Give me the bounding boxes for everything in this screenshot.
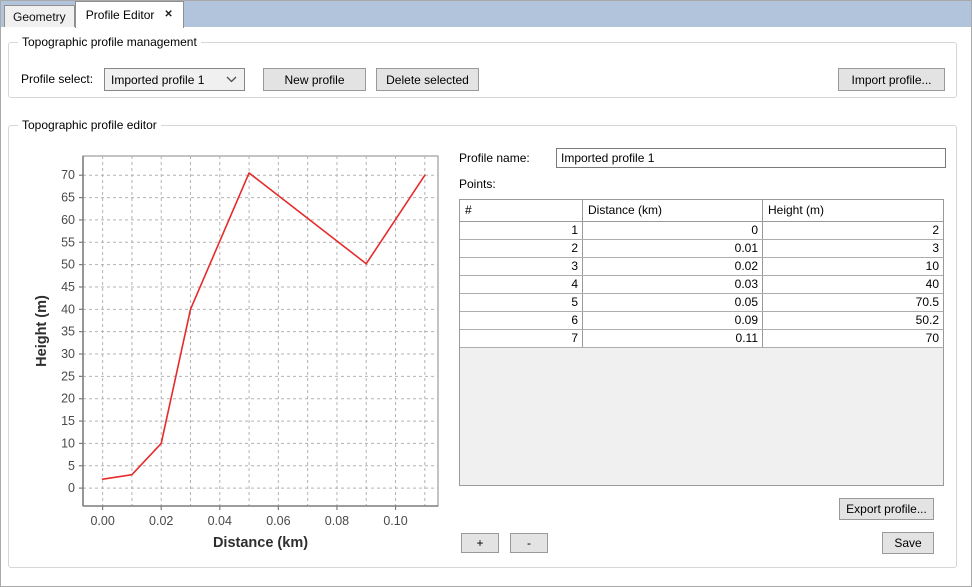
svg-text:65: 65 <box>61 191 75 205</box>
remove-point-button[interactable]: - <box>510 533 548 553</box>
table-cell[interactable]: 2 <box>460 240 583 257</box>
profile-name-label: Profile name: <box>459 151 530 165</box>
points-table-header: # Distance (km) Height (m) <box>460 200 943 222</box>
svg-text:10: 10 <box>61 436 75 450</box>
table-cell[interactable]: 0 <box>583 222 763 239</box>
svg-text:35: 35 <box>61 325 75 339</box>
tab-profile-editor-label: Profile Editor <box>85 8 155 22</box>
svg-text:30: 30 <box>61 347 75 361</box>
tab-geometry[interactable]: Geometry <box>4 5 75 27</box>
tab-geometry-label: Geometry <box>13 9 66 24</box>
table-cell[interactable]: 3 <box>932 241 939 255</box>
table-cell[interactable]: 0.11 <box>583 330 763 347</box>
profile-chart: 0.00 0.02 0.04 0.06 0.08 0.10 0 5 10 15 20 25 30 35 40… <box>34 155 439 551</box>
chevron-down-icon <box>226 76 237 83</box>
points-label: Points: <box>459 177 496 191</box>
column-header-index: # <box>460 200 583 221</box>
profile-management-groupbox: Topographic profile management Profile s… <box>8 35 957 98</box>
profile-editor-title: Topographic profile editor <box>18 118 161 132</box>
table-row: 4 0.03 40 <box>460 276 943 294</box>
close-icon[interactable]: ✕ <box>164 9 173 20</box>
svg-text:55: 55 <box>61 235 75 249</box>
table-row: 2 0.01 3 <box>460 240 943 258</box>
table-cell[interactable]: 0.05 <box>583 294 763 311</box>
table-cell[interactable]: 70 <box>925 331 939 345</box>
table-cell[interactable]: 0.01 <box>583 240 763 257</box>
tab-profile-editor[interactable]: Profile Editor ✕ <box>74 1 184 28</box>
svg-text:50: 50 <box>61 258 75 272</box>
svg-text:0: 0 <box>68 481 75 495</box>
new-profile-button[interactable]: New profile <box>263 68 366 91</box>
svg-text:0.02: 0.02 <box>149 514 173 528</box>
table-cell[interactable]: 1 <box>460 222 583 239</box>
svg-text:0.00: 0.00 <box>90 514 114 528</box>
add-point-button[interactable]: + <box>461 533 499 553</box>
profile-editor-groupbox: Topographic profile editor 0.00 0.02 0.04 0… <box>8 118 957 568</box>
table-cell[interactable]: 0.02 <box>583 258 763 275</box>
table-row: 3 0.02 10 <box>460 258 943 276</box>
table-cell[interactable]: 5 <box>460 294 583 311</box>
points-table: # Distance (km) Height (m) 1 0 2 2 0.01 3 3 0.0… <box>459 199 944 486</box>
tab-bar: Geometry Profile Editor ✕ <box>1 1 971 28</box>
table-cell[interactable]: 50.2 <box>915 313 939 327</box>
delete-selected-button[interactable]: Delete selected <box>376 68 479 91</box>
svg-text:0.10: 0.10 <box>383 514 407 528</box>
column-header-height: Height (m) <box>768 203 825 217</box>
svg-text:0.08: 0.08 <box>325 514 349 528</box>
table-row: 7 0.11 70 <box>460 330 943 348</box>
column-header-distance: Distance (km) <box>583 200 763 221</box>
svg-text:60: 60 <box>61 213 75 227</box>
table-cell[interactable]: 7 <box>460 330 583 347</box>
profile-select-value: Imported profile 1 <box>111 72 205 87</box>
table-cell[interactable]: 40 <box>925 277 939 291</box>
svg-text:25: 25 <box>61 369 75 383</box>
table-cell[interactable]: 4 <box>460 276 583 293</box>
svg-text:0.06: 0.06 <box>266 514 290 528</box>
table-cell[interactable]: 6 <box>460 312 583 329</box>
svg-text:15: 15 <box>61 414 75 428</box>
profile-management-title: Topographic profile management <box>18 35 201 49</box>
table-cell[interactable]: 10 <box>925 259 939 273</box>
table-cell[interactable]: 0.03 <box>583 276 763 293</box>
profile-select-dropdown[interactable]: Imported profile 1 <box>104 68 245 91</box>
svg-text:Height (m): Height (m) <box>34 295 50 367</box>
profile-select-label: Profile select: <box>21 72 94 86</box>
table-cell[interactable]: 3 <box>460 258 583 275</box>
table-cell[interactable]: 0.09 <box>583 312 763 329</box>
svg-text:70: 70 <box>61 168 75 182</box>
svg-text:0.04: 0.04 <box>208 514 232 528</box>
table-row: 5 0.05 70.5 <box>460 294 943 312</box>
points-table-body: 1 0 2 2 0.01 3 3 0.02 10 4 0.03 40 5 0.05 70.5 6 0.09 50.… <box>460 222 943 348</box>
svg-text:Distance (km): Distance (km) <box>213 535 308 551</box>
save-button[interactable]: Save <box>882 532 934 554</box>
table-cell[interactable]: 70.5 <box>915 295 939 309</box>
import-profile-button[interactable]: Import profile... <box>838 68 945 91</box>
profile-name-input[interactable] <box>556 148 946 168</box>
table-cell[interactable]: 2 <box>932 223 939 237</box>
svg-text:40: 40 <box>61 302 75 316</box>
export-profile-button[interactable]: Export profile... <box>839 498 934 520</box>
svg-text:20: 20 <box>61 392 75 406</box>
table-row: 6 0.09 50.2 <box>460 312 943 330</box>
svg-text:45: 45 <box>61 280 75 294</box>
svg-text:5: 5 <box>68 459 75 473</box>
